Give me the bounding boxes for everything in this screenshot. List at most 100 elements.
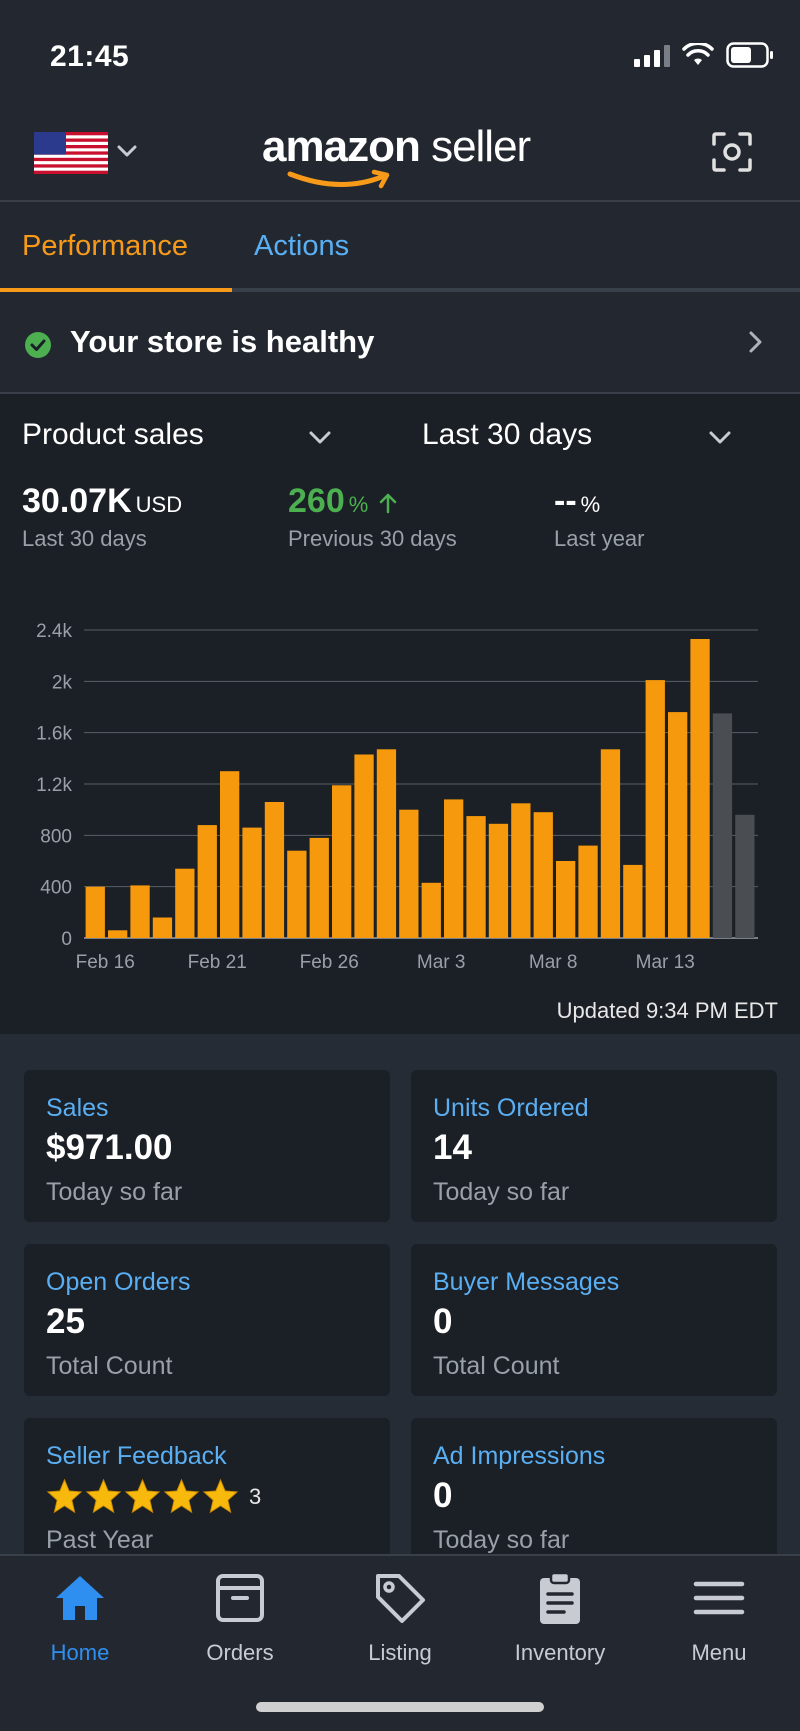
chart-bar[interactable] [264,802,285,938]
growth-label: Previous 30 days [288,526,457,551]
chart-bar[interactable] [197,825,217,938]
chart-bar[interactable] [690,639,710,938]
store-health-text: Your store is healthy [70,324,375,359]
camera-scan-icon[interactable] [708,128,756,176]
nav-home[interactable]: Home [20,1570,140,1666]
chevron-down-icon[interactable] [708,430,732,446]
chart-bar[interactable] [735,814,755,938]
arrow-up-icon [379,493,396,514]
tab-actions[interactable]: Actions [254,230,350,262]
chart-bar[interactable] [444,799,464,938]
chart-bar[interactable] [645,680,665,938]
card-seller-feedback[interactable]: Seller Feedback 3 Past Year [24,1418,390,1570]
tab-bar: Performance Actions [0,202,800,292]
sales-bar-chart: 0 400 800 1.2k 1.6k 2k 2.4k Feb 16 Feb 21 Feb 26 M… [36,621,758,973]
chart-bar[interactable] [421,882,441,938]
home-indicator [256,1702,544,1712]
y-tick-label: 0 [61,929,72,950]
chart-bar[interactable] [399,809,419,938]
sales-panel: Product sales Last 30 days 30.07K USD Las… [0,394,800,1034]
nav-listing[interactable]: Listing [340,1570,460,1666]
card-value: 0 [433,1476,453,1515]
card-value: 14 [433,1128,472,1167]
chevron-down-icon[interactable] [308,430,332,446]
chart-bar[interactable] [600,749,621,938]
chart-bar[interactable] [623,864,643,938]
y-tick-label: 1.6k [36,724,72,745]
wifi-icon [682,43,714,65]
summary-cards: Sales $971.00 Today so far Units Ordered… [0,1034,800,1570]
hamburger-icon [693,1581,745,1615]
metric-dropdown[interactable]: Product sales [22,418,204,451]
box-icon [216,1574,264,1622]
chart-bar[interactable] [242,827,262,938]
nav-label: Orders [206,1640,274,1665]
status-icons [634,42,774,68]
card-title: Units Ordered [433,1094,589,1122]
check-circle-icon [25,332,51,358]
card-title: Ad Impressions [433,1442,606,1470]
x-tick-label: Mar 8 [529,952,578,973]
card-subtitle: Past Year [46,1526,154,1554]
logo-text: amazon seller [262,122,531,171]
chevron-right-icon [749,331,762,353]
y-tick-label: 2k [52,672,73,693]
y-tick-label: 1.2k [36,775,72,796]
amazon-seller-logo: amazon seller [262,122,542,192]
chart-bar[interactable] [354,754,374,939]
card-open-orders[interactable]: Open Orders 25 Total Count [24,1244,390,1396]
card-subtitle: Total Count [433,1352,560,1380]
status-time: 21:45 [50,40,130,73]
chevron-down-icon[interactable] [116,140,138,162]
date-range-dropdown[interactable]: Last 30 days [422,418,593,451]
chart-bar[interactable] [712,713,733,938]
card-value: 0 [433,1302,453,1341]
star-icon [46,1478,83,1514]
nav-inventory[interactable]: Inventory [500,1570,620,1666]
chart-bar[interactable] [175,868,195,938]
feedback-count: 3 [249,1483,262,1509]
sales-chart[interactable]: 0 400 800 1.2k 1.6k 2k 2.4k Feb 16 Feb 21 Feb 26 M… [0,608,800,978]
chart-bar[interactable] [309,837,329,938]
card-title: Open Orders [46,1268,191,1296]
chart-bar[interactable] [533,812,553,938]
card-buyer-messages[interactable]: Buyer Messages 0 Total Count [411,1244,777,1396]
card-sales[interactable]: Sales $971.00 Today so far [24,1070,390,1222]
chart-bar[interactable] [108,930,128,938]
x-tick-label: Feb 21 [188,952,247,973]
nav-menu[interactable]: Menu [659,1570,779,1666]
x-tick-label: Mar 3 [417,952,466,973]
chart-bar[interactable] [556,861,576,938]
nav-orders[interactable]: Orders [180,1570,300,1666]
chart-bar[interactable] [85,886,105,938]
star-rating: 3 [46,1478,261,1515]
card-subtitle: Total Count [46,1352,173,1380]
star-icon [85,1478,122,1514]
us-flag-icon[interactable] [34,132,108,174]
chart-bar[interactable] [130,885,150,938]
chart-bar[interactable] [376,749,397,938]
chart-bar[interactable] [488,823,509,938]
tab-performance[interactable]: Performance [22,230,189,262]
clipboard-icon [540,1571,580,1624]
chart-bar[interactable] [287,850,307,938]
chart-bar[interactable] [332,785,352,938]
nav-label: Inventory [514,1640,606,1665]
x-tick-label: Feb 16 [76,952,135,973]
last-year-value: --% [554,482,601,520]
chart-bar[interactable] [220,771,240,938]
card-subtitle: Today so far [433,1178,570,1206]
chart-bar[interactable] [578,845,598,938]
store-health-row[interactable]: Your store is healthy [0,292,800,394]
chart-bar[interactable] [668,712,688,938]
y-tick-label: 800 [40,826,72,847]
total-sales-value: 30.07K USD [22,482,183,520]
chart-bar[interactable] [511,803,531,939]
card-subtitle: Today so far [433,1526,570,1554]
chart-bar[interactable] [152,917,173,939]
chart-bar[interactable] [466,816,486,938]
card-ad-impressions[interactable]: Ad Impressions 0 Today so far [411,1418,777,1570]
star-icon [202,1478,239,1514]
updated-timestamp: Updated 9:34 PM EDT [556,998,778,1023]
card-units-ordered[interactable]: Units Ordered 14 Today so far [411,1070,777,1222]
